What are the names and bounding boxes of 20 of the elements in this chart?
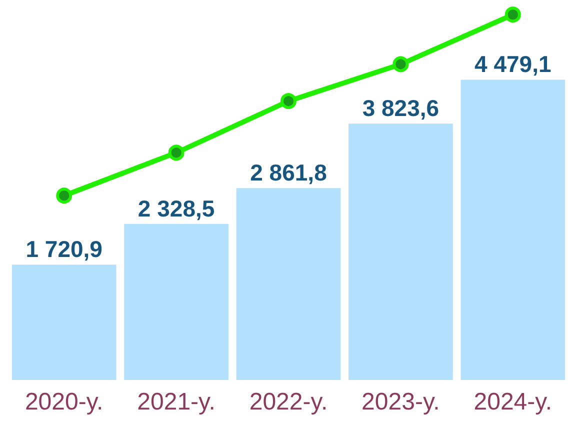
x-tick-label: 2022-y. — [249, 388, 328, 416]
x-tick-label: 2020-y. — [24, 388, 104, 416]
bar — [124, 224, 228, 380]
point — [392, 56, 409, 72]
data-label: 3 823,6 — [362, 95, 440, 122]
x-tick-label: 2021-y. — [137, 388, 216, 416]
point — [280, 93, 296, 110]
point — [168, 144, 184, 161]
x-tick-label: 2024-y. — [474, 388, 552, 416]
point — [504, 6, 521, 23]
data-label: 2 861,8 — [250, 160, 328, 186]
bar — [12, 264, 116, 380]
point — [56, 188, 72, 204]
bar — [460, 80, 566, 380]
data-label: 1 720,9 — [26, 236, 102, 262]
data-label: 2 328,5 — [138, 195, 215, 222]
data-label: 4 479,1 — [474, 51, 552, 78]
bar — [236, 188, 341, 380]
x-tick-label: 2023-y. — [362, 388, 440, 416]
bar — [348, 124, 453, 380]
